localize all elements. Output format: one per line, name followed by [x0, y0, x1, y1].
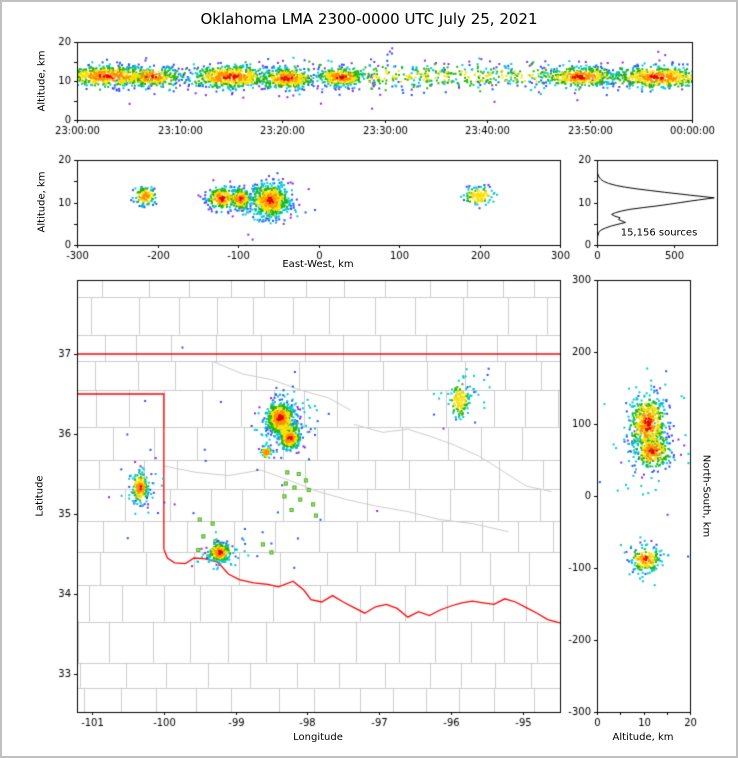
time-height-ylabel: Altitude, km: [36, 50, 48, 112]
ns-height-ylabel: North-South, km: [700, 454, 712, 538]
plan-view-xlabel: Longitude: [293, 732, 343, 743]
figure-title: Oklahoma LMA 2300-0000 UTC July 25, 2021: [200, 10, 538, 28]
sources-annotation: 15,156 sources: [620, 227, 698, 239]
ew-height-xlabel: East-West, km: [282, 259, 354, 270]
ns-height-xlabel: Altitude, km: [612, 732, 674, 743]
plan-view-ylabel: Latitude: [34, 475, 46, 517]
ew-height-ylabel: Altitude, km: [36, 171, 48, 233]
